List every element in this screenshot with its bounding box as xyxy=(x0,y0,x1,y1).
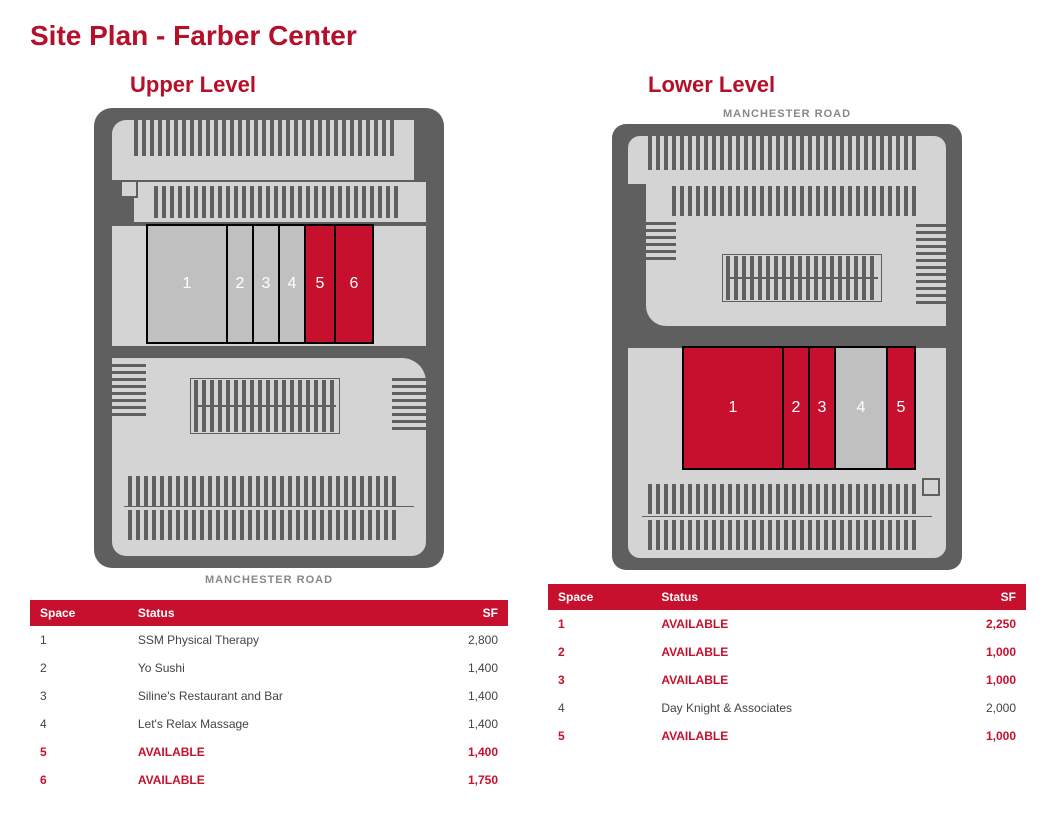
unit-2: 2 xyxy=(784,348,810,468)
cell-sf: 1,000 xyxy=(933,638,1026,666)
cell-space: 2 xyxy=(548,638,651,666)
unit-6: 6 xyxy=(336,226,372,342)
table-row: 2Yo Sushi1,400 xyxy=(30,654,508,682)
cell-sf: 1,400 xyxy=(420,654,508,682)
cell-status: AVAILABLE xyxy=(651,638,932,666)
unit-5: 5 xyxy=(306,226,336,342)
cell-sf: 1,000 xyxy=(933,722,1026,750)
cell-space: 1 xyxy=(30,626,128,654)
cell-status: AVAILABLE xyxy=(128,766,420,794)
upper-table: Space Status SF 1SSM Physical Therapy2,8… xyxy=(30,600,508,794)
table-row: 1AVAILABLE2,250 xyxy=(548,610,1026,638)
upper-level-plan: 123456 xyxy=(94,108,444,568)
upper-level: Upper Level xyxy=(30,72,508,794)
cell-space: 5 xyxy=(30,738,128,766)
lower-table: Space Status SF 1AVAILABLE2,2502AVAILABL… xyxy=(548,584,1026,750)
unit-4: 4 xyxy=(836,348,888,468)
table-row: 4Day Knight & Associates2,000 xyxy=(548,694,1026,722)
table-row: 6AVAILABLE1,750 xyxy=(30,766,508,794)
cell-space: 1 xyxy=(548,610,651,638)
cell-status: AVAILABLE xyxy=(651,722,932,750)
table-row: 4Let's Relax Massage1,400 xyxy=(30,710,508,738)
th-status: Status xyxy=(128,600,420,626)
road-label-bottom: MANCHESTER ROAD xyxy=(30,574,508,586)
cell-space: 5 xyxy=(548,722,651,750)
unit-3: 3 xyxy=(254,226,280,342)
th-sf: SF xyxy=(420,600,508,626)
th-space: Space xyxy=(30,600,128,626)
upper-level-title: Upper Level xyxy=(130,72,508,98)
cell-sf: 1,400 xyxy=(420,738,508,766)
th-sf: SF xyxy=(933,584,1026,610)
cell-status: SSM Physical Therapy xyxy=(128,626,420,654)
cell-sf: 2,250 xyxy=(933,610,1026,638)
cell-status: Let's Relax Massage xyxy=(128,710,420,738)
th-status: Status xyxy=(651,584,932,610)
cell-status: AVAILABLE xyxy=(128,738,420,766)
cell-space: 4 xyxy=(548,694,651,722)
lot-background: 123456 xyxy=(94,108,444,568)
table-row: 1SSM Physical Therapy2,800 xyxy=(30,626,508,654)
unit-5: 5 xyxy=(888,348,914,468)
cell-sf: 1,400 xyxy=(420,710,508,738)
page-title: Site Plan - Farber Center xyxy=(30,20,1026,52)
lower-level-plan: 12345 xyxy=(612,124,962,570)
lower-level-title: Lower Level xyxy=(648,72,1026,98)
table-row: 5AVAILABLE1,400 xyxy=(30,738,508,766)
cell-sf: 1,000 xyxy=(933,666,1026,694)
unit-3: 3 xyxy=(810,348,836,468)
table-row: 2AVAILABLE1,000 xyxy=(548,638,1026,666)
lot-background: 12345 xyxy=(612,124,962,570)
lower-units-strip: 12345 xyxy=(682,346,916,470)
cell-sf: 2,800 xyxy=(420,626,508,654)
cell-status: Siline's Restaurant and Bar xyxy=(128,682,420,710)
cell-status: AVAILABLE xyxy=(651,610,932,638)
table-row: 5AVAILABLE1,000 xyxy=(548,722,1026,750)
road-label-top: MANCHESTER ROAD xyxy=(548,108,1026,120)
unit-1: 1 xyxy=(684,348,784,468)
cell-sf: 1,400 xyxy=(420,682,508,710)
cell-status: Day Knight & Associates xyxy=(651,694,932,722)
table-row: 3Siline's Restaurant and Bar1,400 xyxy=(30,682,508,710)
table-row: 3AVAILABLE1,000 xyxy=(548,666,1026,694)
cell-status: AVAILABLE xyxy=(651,666,932,694)
cell-sf: 1,750 xyxy=(420,766,508,794)
unit-4: 4 xyxy=(280,226,306,342)
cell-space: 4 xyxy=(30,710,128,738)
upper-units-strip: 123456 xyxy=(146,224,374,344)
unit-1: 1 xyxy=(148,226,228,342)
cell-space: 2 xyxy=(30,654,128,682)
th-space: Space xyxy=(548,584,651,610)
cell-space: 6 xyxy=(30,766,128,794)
cell-status: Yo Sushi xyxy=(128,654,420,682)
cell-sf: 2,000 xyxy=(933,694,1026,722)
levels-row: Upper Level xyxy=(30,72,1026,794)
lower-level: Lower Level MANCHESTER ROAD xyxy=(548,72,1026,794)
cell-space: 3 xyxy=(30,682,128,710)
unit-2: 2 xyxy=(228,226,254,342)
cell-space: 3 xyxy=(548,666,651,694)
